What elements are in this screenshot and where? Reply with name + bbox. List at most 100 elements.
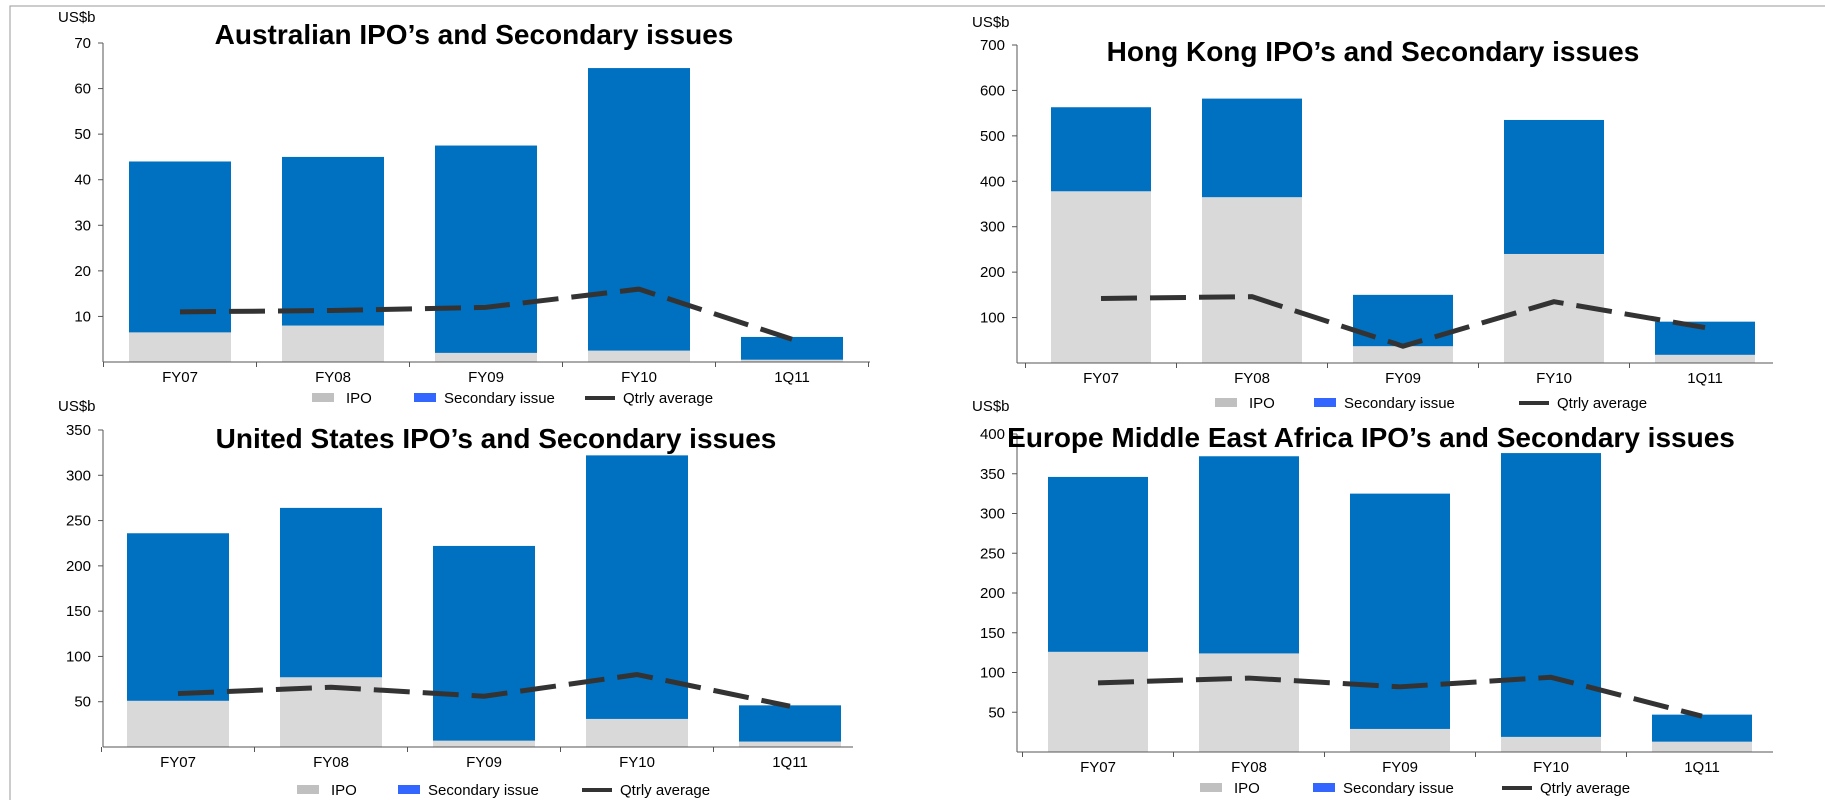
y-tick-label: 60: [74, 81, 91, 98]
x-category-label: FY07: [162, 369, 198, 386]
bar-ipo: [433, 740, 535, 747]
x-category-label: FY10: [621, 369, 657, 386]
x-category-label: 1Q11: [772, 754, 808, 771]
qtrly-average-line: [179, 286, 793, 342]
y-tick-label: 250: [980, 545, 1005, 562]
y-tick-label: 100: [980, 310, 1005, 327]
y-tick-label: 200: [980, 585, 1005, 602]
bar-secondary-issue: [1051, 107, 1151, 192]
bar-secondary-issue: [280, 507, 382, 678]
y-tick-label: 100: [66, 648, 91, 665]
bar-ipo: [739, 741, 841, 747]
y-tick-label: 350: [980, 466, 1005, 483]
legend-label-secondary-issue: Secondary issue: [428, 782, 539, 799]
x-category-label: FY10: [1533, 759, 1569, 776]
y-axis-unit-label: US$b: [58, 398, 96, 415]
y-tick-label: 70: [74, 35, 91, 52]
bar-ipo: [588, 350, 690, 362]
qtrly-average-line: [1100, 294, 1706, 349]
qtrly-average-line: [1097, 674, 1703, 719]
legend-swatch-ipo: [1215, 398, 1237, 407]
legend-swatch-ipo: [1200, 783, 1222, 792]
legend-swatch-ipo: [312, 393, 334, 402]
x-category-label: FY07: [1083, 370, 1119, 387]
frame-border: [9, 5, 1825, 800]
chart-legend: IPO Secondary issue Qtrly average: [312, 390, 713, 407]
legend-label-ipo: IPO: [1234, 780, 1260, 797]
chart-legend: IPO Secondary issue Qtrly average: [1200, 780, 1630, 797]
chart-panel: 100 200 300 400 500 600 700 US$b FY07 FY08 FY09 FY1…: [972, 14, 1773, 412]
bar-ipo: [741, 359, 843, 362]
bar-secondary-issue: [588, 68, 690, 351]
bar-secondary-issue: [282, 156, 384, 326]
y-axis-unit-label: US$b: [58, 9, 96, 26]
bar-ipo: [1350, 728, 1450, 752]
y-tick-label: 50: [74, 694, 91, 711]
x-category-label: FY10: [619, 754, 655, 771]
legend-swatch-secondary-issue: [1313, 783, 1335, 792]
x-category-label: FY08: [1231, 759, 1267, 776]
bar-ipo: [129, 332, 231, 362]
legend-label-secondary-issue: Secondary issue: [1344, 395, 1455, 412]
chart-legend: IPO Secondary issue Qtrly average: [1215, 395, 1647, 412]
y-tick-label: 300: [66, 467, 91, 484]
legend-label-ipo: IPO: [331, 782, 357, 799]
bar-ipo: [1652, 741, 1752, 752]
x-category-label: FY09: [468, 369, 504, 386]
y-tick-label: 300: [980, 219, 1005, 236]
x-category-label: 1Q11: [774, 369, 810, 386]
bar-secondary-issue: [1048, 476, 1148, 652]
legend-swatch-ipo: [297, 785, 319, 794]
bar-ipo: [1202, 197, 1302, 363]
bar-secondary-issue: [1353, 294, 1453, 347]
x-category-label: FY09: [1385, 370, 1421, 387]
bar-secondary-issue: [435, 145, 537, 353]
legend-label-qtrly-average: Qtrly average: [1540, 780, 1630, 797]
x-category-label: FY08: [1234, 370, 1270, 387]
x-category-label: FY09: [1382, 759, 1418, 776]
y-axis-unit-label: US$b: [972, 398, 1010, 415]
x-category-label: FY07: [160, 754, 196, 771]
chart-panel: 10 20 30 40 50 60 70 US$b FY07 FY08 FY09 FY10 1Q11 Au…: [58, 9, 870, 407]
bar-secondary-issue: [129, 161, 231, 333]
bar-ipo: [586, 718, 688, 747]
bar-secondary-issue: [1350, 493, 1450, 729]
chart-title: Australian IPO’s and Secondary issues: [215, 19, 734, 50]
bar-ipo: [1199, 653, 1299, 752]
x-category-label: FY07: [1080, 759, 1116, 776]
y-tick-label: 150: [66, 603, 91, 620]
x-category-label: FY08: [313, 754, 349, 771]
y-axis-unit-label: US$b: [972, 14, 1010, 31]
chart-panel: 50 100 150 200 250 300 350 400 US$b FY07 FY08 FY09 F…: [972, 398, 1773, 797]
legend-swatch-secondary-issue: [414, 393, 436, 402]
legend-swatch-secondary-issue: [398, 785, 420, 794]
bar-ipo: [282, 325, 384, 362]
y-tick-label: 10: [74, 308, 91, 325]
bar-ipo: [127, 700, 229, 747]
bar-secondary-issue: [1199, 456, 1299, 654]
bar-ipo: [1048, 651, 1148, 752]
bar-secondary-issue: [1501, 453, 1601, 737]
bar-ipo: [1051, 191, 1151, 363]
legend-label-secondary-issue: Secondary issue: [1343, 780, 1454, 797]
bar-secondary-issue: [739, 705, 841, 742]
qtrly-average-line: [177, 672, 791, 709]
y-tick-label: 350: [66, 422, 91, 439]
x-category-label: 1Q11: [1687, 370, 1723, 387]
y-tick-label: 150: [980, 625, 1005, 642]
chart-title: United States IPO’s and Secondary issues: [216, 423, 777, 454]
x-category-label: FY09: [466, 754, 502, 771]
x-category-label: 1Q11: [1684, 759, 1720, 776]
y-tick-label: 20: [74, 263, 91, 280]
y-tick-label: 40: [74, 172, 91, 189]
bar-ipo: [435, 352, 537, 362]
y-tick-label: 200: [66, 558, 91, 575]
bar-secondary-issue: [1202, 98, 1302, 198]
legend-label-ipo: IPO: [346, 390, 372, 407]
legend-label-qtrly-average: Qtrly average: [1557, 395, 1647, 412]
y-tick-label: 400: [980, 426, 1005, 443]
y-tick-label: 600: [980, 82, 1005, 99]
legend-label-qtrly-average: Qtrly average: [620, 782, 710, 799]
x-category-label: FY08: [315, 369, 351, 386]
